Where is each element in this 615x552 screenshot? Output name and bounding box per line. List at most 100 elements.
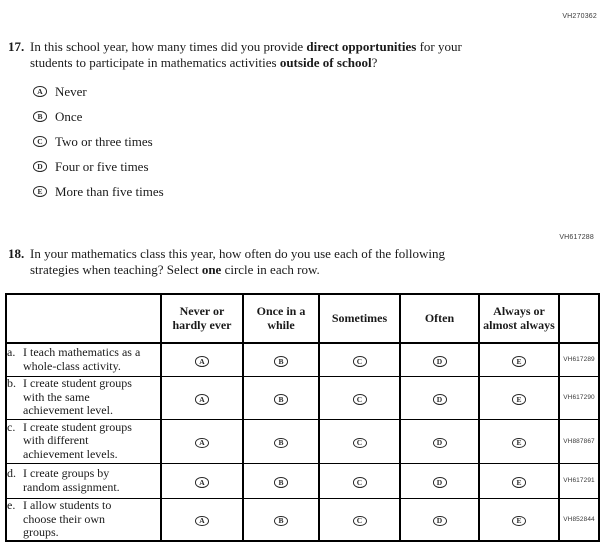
answer-cell: E (478, 418, 559, 463)
answer-circle-c-icon[interactable]: C (352, 477, 367, 488)
answer-cell: B (242, 342, 319, 376)
answer-circle-c-icon[interactable]: C (352, 437, 367, 448)
form-code-top: VH270362 (562, 13, 597, 20)
question-17-bold: outside of school (279, 55, 372, 70)
option-more-than-five[interactable]: E More than five times (33, 185, 568, 198)
answer-circle-e-icon[interactable]: E (512, 437, 526, 448)
row-label: I teach mathematics as a whole-class act… (23, 345, 141, 373)
header-often: Often (399, 293, 479, 344)
answer-circle-e-icon[interactable]: E (512, 356, 526, 367)
answer-circle-c-icon[interactable]: C (352, 515, 367, 527)
answer-circle-c-icon[interactable]: C (33, 136, 47, 147)
question-17-body: In this school year, how many times did … (30, 39, 568, 210)
answer-cell: D (399, 342, 479, 376)
question-17-text-line2: students to participate in mathematics a… (30, 55, 568, 71)
row-label: I create student groups with the same ac… (23, 376, 132, 418)
answer-cell: A (160, 497, 243, 541)
question-17-number: 17. (8, 39, 25, 54)
row-label-cell: e. I allow students to choose their own g… (5, 497, 161, 541)
answer-circle-b-icon[interactable]: B (33, 111, 47, 122)
table-row: b. I create student groups with the same … (5, 375, 599, 419)
table-row: d. I create groups by random assignment. … (5, 462, 599, 498)
answer-circle-e-icon[interactable]: E (33, 186, 47, 197)
answer-cell: B (242, 418, 319, 463)
answer-cell: B (242, 462, 319, 498)
row-label: I create groups by random assignment. (23, 466, 120, 494)
answer-cell: E (478, 497, 559, 541)
option-once[interactable]: B Once (33, 110, 568, 123)
answer-cell: C (318, 497, 400, 541)
answer-circle-a-icon[interactable]: A (195, 515, 209, 527)
answer-circle-b-icon[interactable]: B (274, 394, 288, 405)
answer-circle-a-icon[interactable]: A (33, 86, 47, 97)
question-17-options: A Never B Once C Two or three times D Fo… (33, 85, 568, 198)
answer-circle-b-icon[interactable]: B (274, 356, 288, 367)
answer-circle-c-icon[interactable]: C (352, 356, 367, 367)
question-17: 17. In this school year, how many times … (8, 39, 568, 210)
question-17-text: In this school year, how many times did … (30, 39, 307, 54)
answer-circle-d-icon[interactable]: D (432, 437, 447, 448)
answer-cell: E (478, 375, 559, 419)
question-18-number: 18. (8, 246, 25, 261)
answer-circle-a-icon[interactable]: A (195, 477, 209, 488)
answer-circle-e-icon[interactable]: E (512, 394, 526, 405)
row-label: I allow students to choose their own gro… (23, 498, 112, 539)
answer-circle-b-icon[interactable]: B (274, 515, 288, 527)
answer-circle-a-icon[interactable]: A (195, 394, 209, 405)
question-17-text: ? (371, 55, 378, 70)
question-18: 18. In your mathematics class this year,… (8, 246, 568, 278)
header-once-in-a-while: Once in a while (242, 293, 319, 344)
answer-cell: B (242, 497, 319, 541)
option-label: More than five times (55, 184, 164, 199)
row-prefix: d. (7, 466, 16, 480)
question-17-text-line1: In this school year, how many times did … (30, 39, 568, 55)
answer-cell: D (399, 418, 479, 463)
table-row: c. I create student groups with different… (5, 418, 599, 463)
answer-cell: E (478, 342, 559, 376)
answer-cell: A (160, 418, 243, 463)
answer-cell: D (399, 497, 479, 541)
answer-circle-d-icon[interactable]: D (33, 161, 47, 172)
row-label-cell: a. I teach mathematics as a whole-class a… (5, 342, 161, 376)
header-always-almost-always: Always or almost always (478, 293, 559, 344)
row-label-cell: b. I create student groups with the same … (5, 375, 161, 419)
answer-circle-b-icon[interactable]: B (274, 437, 288, 448)
answer-circle-c-icon[interactable]: C (352, 394, 367, 405)
answer-cell: C (318, 462, 400, 498)
header-never-hardly-ever: Never or hardly ever (160, 293, 243, 344)
table-header-row: Never or hardly ever Once in a while Som… (5, 293, 599, 344)
row-code: VH852844 (558, 497, 599, 541)
answer-circle-e-icon[interactable]: E (512, 477, 526, 488)
question-18-body: In your mathematics class this year, how… (30, 246, 568, 278)
option-label: Four or five times (55, 159, 149, 174)
answer-cell: A (160, 375, 243, 419)
table-row: e. I allow students to choose their own g… (5, 497, 599, 541)
option-label: Two or three times (55, 134, 153, 149)
question-17-text: students to participate in mathematics a… (30, 55, 280, 70)
answer-circle-a-icon[interactable]: A (195, 437, 209, 448)
row-code: VH617290 (558, 375, 599, 419)
answer-circle-d-icon[interactable]: D (432, 394, 447, 405)
question-17-bold: direct opportunities (306, 39, 417, 54)
question-18-text: circle in each row. (221, 262, 320, 277)
answer-circle-a-icon[interactable]: A (195, 356, 209, 367)
table-row: a. I teach mathematics as a whole-class a… (5, 342, 599, 376)
option-label: Once (55, 109, 83, 124)
question-18-text-line2: strategies when teaching? Select one cir… (30, 262, 568, 278)
answer-circle-e-icon[interactable]: E (512, 515, 526, 527)
row-prefix: c. (7, 419, 16, 434)
answer-circle-d-icon[interactable]: D (432, 515, 447, 527)
answer-circle-b-icon[interactable]: B (274, 477, 288, 488)
option-four-or-five[interactable]: D Four or five times (33, 160, 568, 173)
row-label: I create student groups with different a… (23, 419, 132, 461)
option-two-or-three[interactable]: C Two or three times (33, 135, 568, 148)
row-code: VH617291 (558, 462, 599, 498)
option-never[interactable]: A Never (33, 85, 568, 98)
answer-circle-d-icon[interactable]: D (432, 356, 447, 367)
answer-circle-d-icon[interactable]: D (432, 477, 447, 488)
header-code-col (558, 293, 599, 344)
answer-cell: E (478, 462, 559, 498)
header-empty (5, 293, 161, 344)
answer-cell: A (160, 342, 243, 376)
